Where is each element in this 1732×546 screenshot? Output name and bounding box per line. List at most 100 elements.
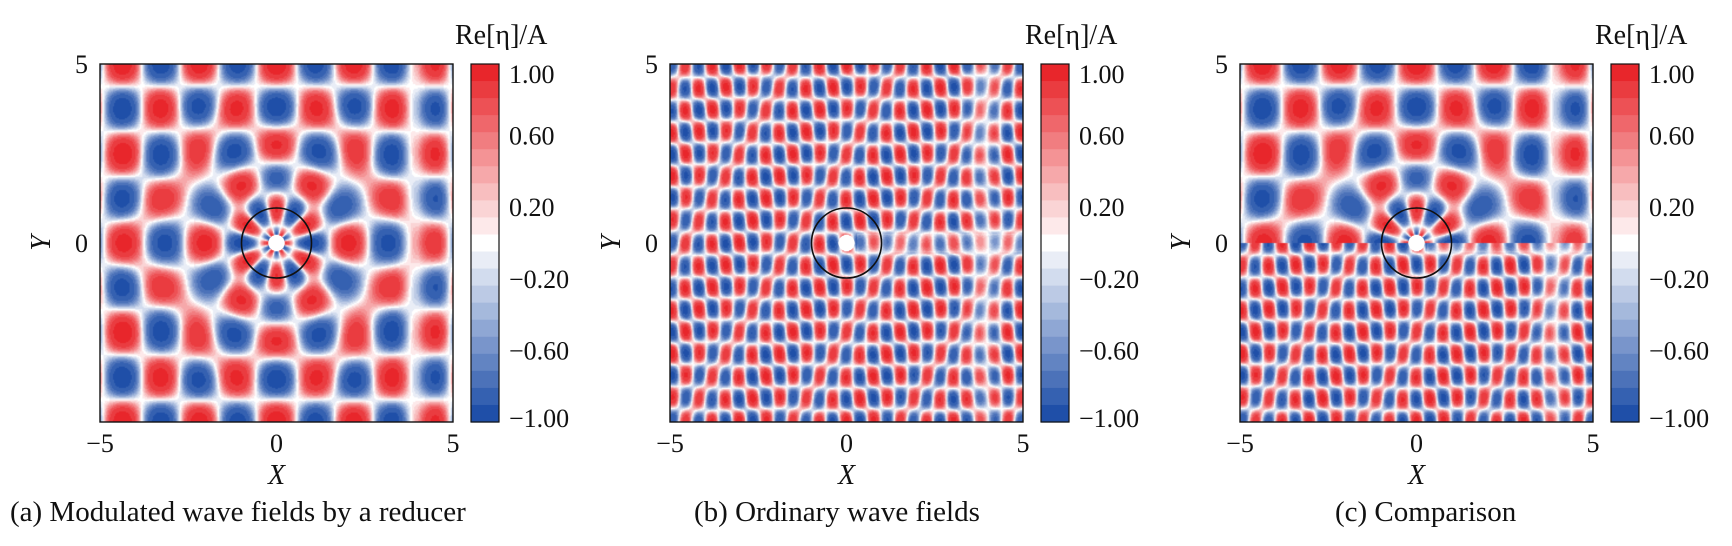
colorbar-frame (1610, 63, 1640, 423)
colorbar-step (1611, 200, 1639, 219)
colorbar-step (1041, 81, 1069, 99)
colorbar-tick-label: 1.00 (509, 60, 555, 89)
colorbar-step (471, 302, 499, 321)
colorbar-step (1041, 336, 1069, 355)
colorbar-tick-label: 0.20 (1649, 193, 1695, 222)
colorbar-step (1611, 285, 1639, 304)
colorbar-step (1041, 217, 1069, 236)
colorbar-step (471, 166, 499, 184)
colorbar-step (1611, 98, 1639, 116)
colorbar-step (471, 234, 499, 253)
colorbar-tick-label: 1.00 (1649, 60, 1695, 89)
center-hole-b (838, 235, 855, 251)
colorbar-step (1041, 353, 1069, 372)
panel-c: −5 0 5 X 5 0 Y 1.00 0.60 0.20 −0.20 −0.60 −1.… (1140, 0, 1717, 546)
colorbar-step (471, 149, 499, 167)
colorbar-a: 1.00 0.60 0.20 −0.20 −0.60 −1.00 (470, 60, 569, 433)
colorbar-step (471, 268, 499, 287)
colorbar-step (1611, 268, 1639, 287)
colorbar-step (1611, 81, 1639, 99)
colorbar-tick-label: −1.00 (509, 404, 569, 433)
y-label-b: Y (596, 232, 627, 251)
colorbar-tick-label: 0.20 (509, 193, 555, 222)
colorbar-step (1611, 166, 1639, 184)
x-tick-b-left: −5 (656, 429, 684, 458)
caption-a: (a) Modulated wave fields by a reducer (10, 496, 466, 528)
colorbar-tick-label: 0.60 (1649, 122, 1695, 151)
x-tick-b-right: 5 (1017, 429, 1030, 458)
colorbar-frame (1040, 63, 1070, 423)
colorbar-step (1611, 387, 1639, 406)
colorbar-step (1041, 251, 1069, 270)
colorbar-step (1041, 285, 1069, 304)
colorbar-tick-label: −1.00 (1079, 404, 1139, 433)
panel-a: −5 0 5 X 5 0 Y 1.00 0.60 0.20 −0.20 −0.60 −1.… (0, 0, 577, 546)
colorbar-step (1041, 115, 1069, 133)
colorbar-tick-label: −0.60 (1649, 336, 1709, 365)
colorbar-step (471, 404, 499, 423)
colorbar-step (1041, 149, 1069, 167)
colorbar-step (471, 319, 499, 338)
x-label-c: X (1407, 460, 1426, 491)
x-label-b: X (837, 460, 856, 491)
colorbar-step (1611, 132, 1639, 150)
caption-c: (c) Comparison (1335, 496, 1517, 528)
colorbar-step (1611, 149, 1639, 167)
x-tick-a-right: 5 (447, 429, 460, 458)
center-hole-a (268, 235, 285, 251)
y-label-a: Y (26, 232, 57, 251)
colorbar-step (471, 64, 499, 82)
x-label-a: X (267, 460, 286, 491)
colorbar-step (471, 132, 499, 150)
colorbar-step (471, 115, 499, 133)
colorbar-c: 1.00 0.60 0.20 −0.20 −0.60 −1.00 (1610, 60, 1709, 433)
colorbar-tick-label: −0.60 (1079, 336, 1139, 365)
colorbar-step (1611, 302, 1639, 321)
colorbar-step (471, 98, 499, 116)
colorbar-label-b: Re[η]/A (1025, 20, 1118, 51)
colorbar-tick-label: 0.60 (509, 122, 555, 151)
colorbar-label-c: Re[η]/A (1595, 20, 1688, 51)
colorbar-step (1611, 404, 1639, 423)
plot-frame-a (99, 63, 454, 423)
colorbar-step (471, 285, 499, 304)
colorbar-step (1611, 64, 1639, 82)
center-hole-c (1408, 235, 1425, 251)
colorbar-step (1041, 183, 1069, 201)
colorbar-step (1041, 302, 1069, 321)
colorbar-step (471, 217, 499, 236)
y-label-c: Y (1166, 232, 1197, 251)
y-tick-b-mid: 0 (645, 229, 658, 258)
panel-b: −5 0 5 X 5 0 Y 1.00 0.60 0.20 −0.20 −0.60 −1.… (570, 0, 1147, 546)
colorbar-step (1041, 166, 1069, 184)
colorbar-step (471, 370, 499, 389)
colorbar-step (1611, 251, 1639, 270)
y-tick-b-top: 5 (645, 50, 658, 79)
colorbar-tick-label: −0.20 (1079, 265, 1139, 294)
colorbar-step (1041, 370, 1069, 389)
colorbar-step (1041, 404, 1069, 423)
colorbar-label-a: Re[η]/A (455, 20, 548, 51)
colorbar-step (471, 183, 499, 201)
caption-b: (b) Ordinary wave fields (694, 496, 980, 528)
y-tick-c-mid: 0 (1215, 229, 1228, 258)
colorbar-tick-label: 0.60 (1079, 122, 1125, 151)
colorbar-tick-label: −0.20 (1649, 265, 1709, 294)
colorbar-tick-label: −0.20 (509, 265, 569, 294)
colorbar-step (1611, 353, 1639, 372)
colorbar-step (1041, 387, 1069, 406)
plot-frame-b (669, 63, 1024, 423)
colorbar-step (471, 387, 499, 406)
colorbar-step (1611, 336, 1639, 355)
colorbar-step (1611, 234, 1639, 253)
colorbar-tick-label: 0.20 (1079, 193, 1125, 222)
reducer-circle-c (1380, 207, 1453, 279)
reducer-circle-a (240, 207, 313, 279)
colorbar-frame (470, 63, 500, 423)
y-tick-a-mid: 0 (75, 229, 88, 258)
colorbar-step (471, 81, 499, 99)
plot-frame-c (1239, 63, 1594, 423)
colorbar-step (1611, 115, 1639, 133)
colorbar-step (1041, 234, 1069, 253)
colorbar-tick-label: −1.00 (1649, 404, 1709, 433)
